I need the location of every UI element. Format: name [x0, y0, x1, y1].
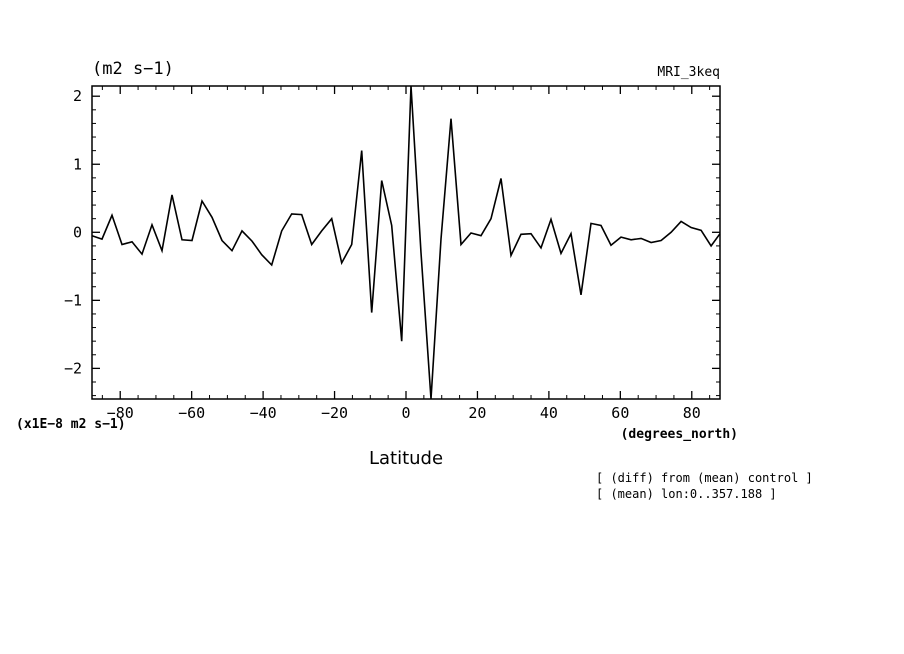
x-tick-label: 20 — [468, 404, 486, 422]
x-tick-label: −40 — [250, 404, 277, 422]
x-units-label: (degrees_north) — [621, 427, 738, 442]
series-layer — [91, 85, 721, 400]
x-tick-label: −20 — [321, 404, 348, 422]
y-tick-label: 2 — [73, 87, 82, 105]
x-tick-label: 60 — [611, 404, 629, 422]
x-tick-label: 80 — [683, 404, 701, 422]
x-tick-label: 0 — [401, 404, 410, 422]
diff-note: [ (diff) from (mean) control ] — [596, 471, 813, 485]
x-tick-label: −60 — [178, 404, 205, 422]
x-tick-label: 40 — [540, 404, 558, 422]
y-tick-label: −1 — [64, 291, 82, 309]
axis-ticks — [92, 86, 720, 399]
y-tick-label: 1 — [73, 155, 82, 173]
y-scale-note: (x1E−8 m2 s−1) — [16, 417, 126, 432]
y-tick-label: 0 — [73, 223, 82, 241]
x-axis-label: Latitude — [369, 448, 443, 469]
y-tick-label: −2 — [64, 359, 82, 377]
chart-units-title: (m2 s−1) — [92, 59, 174, 79]
mean-note: [ (mean) lon:0..357.188 ] — [596, 487, 777, 501]
axis-tick-labels: −80 −60 −40 −20 0 20 40 60 80 −2 −1 0 1 2 — [64, 87, 701, 422]
x-tick-label: −80 — [107, 404, 134, 422]
model-name-label: MRI_3keq — [657, 65, 720, 80]
series-line — [91, 85, 721, 400]
